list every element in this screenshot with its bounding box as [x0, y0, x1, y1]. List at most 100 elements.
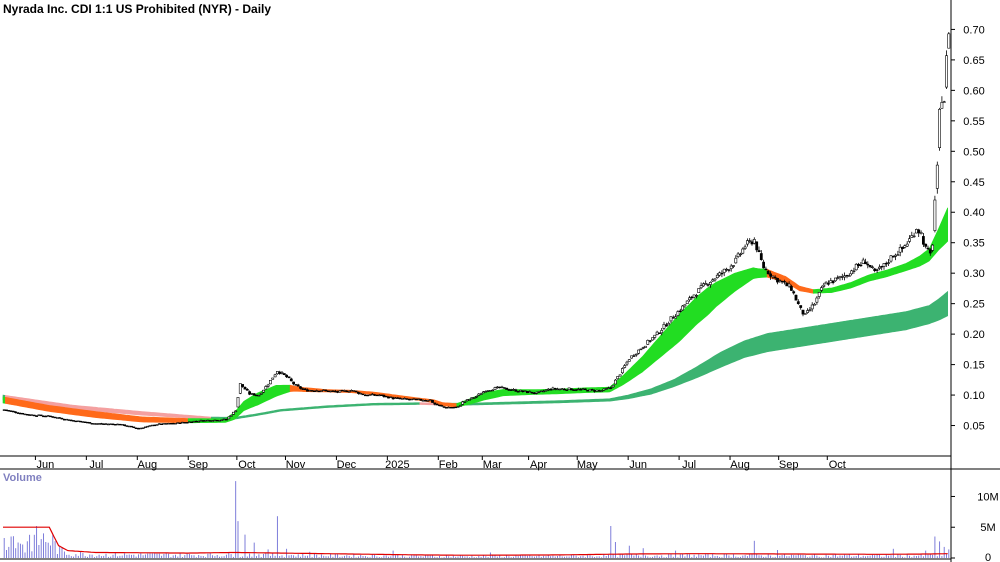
- candle-body: [442, 406, 446, 408]
- candle-body: [296, 384, 300, 387]
- candle-body: [586, 389, 590, 392]
- candle-body: [736, 253, 740, 257]
- candle-body: [352, 390, 356, 392]
- candle-body: [732, 265, 735, 267]
- candle-385: [894, 253, 898, 261]
- candle-body: [868, 264, 872, 267]
- candle-100: [234, 410, 238, 413]
- candle-258: [600, 390, 603, 392]
- candle-body: [32, 414, 36, 417]
- candle-207: [481, 391, 485, 394]
- candle-177: [412, 398, 416, 400]
- candle-127: [296, 383, 300, 387]
- candle-body: [95, 423, 99, 425]
- candle-body: [850, 270, 854, 275]
- candle-324: [752, 237, 756, 245]
- candle-body: [945, 55, 948, 88]
- candle-body: [232, 411, 235, 415]
- candle-291: [676, 310, 680, 317]
- candle-397: [921, 233, 925, 247]
- candle-body: [421, 400, 425, 402]
- candle-64: [150, 424, 154, 427]
- candle-343: [796, 299, 800, 305]
- candle-390: [905, 241, 909, 247]
- candle-145: [338, 390, 342, 393]
- candle-body: [88, 422, 92, 424]
- volume-panel-label: Volume: [3, 472, 42, 484]
- fast-band-segment-6: [813, 207, 949, 294]
- candle-body: [12, 410, 15, 413]
- candle-body: [225, 418, 228, 421]
- candle-body: [475, 395, 478, 398]
- candle-14: [35, 415, 39, 417]
- candle-222: [516, 390, 520, 393]
- candle-102: [238, 383, 242, 395]
- candle-body: [690, 296, 694, 299]
- candle-57: [134, 427, 138, 429]
- candle-body: [546, 388, 550, 391]
- candle-body: [183, 422, 187, 424]
- candle-body: [484, 390, 488, 393]
- candle-346: [803, 313, 807, 315]
- candle-368: [854, 263, 858, 271]
- candle-body: [507, 389, 511, 391]
- candle-85: [199, 419, 203, 422]
- candle-body: [889, 255, 893, 262]
- candle-310: [720, 270, 724, 278]
- candle-123: [287, 376, 291, 379]
- candle-353: [820, 285, 823, 293]
- candle-190: [442, 406, 446, 409]
- candle-187: [435, 403, 439, 406]
- candle-body: [18, 412, 22, 415]
- candle-172: [400, 398, 404, 400]
- candle-body: [481, 391, 485, 394]
- candle-body: [403, 397, 407, 400]
- candle-31: [74, 420, 78, 423]
- candle-body: [718, 272, 722, 276]
- candle-109: [255, 394, 258, 397]
- candle-215: [500, 385, 504, 389]
- candle-305: [708, 281, 712, 288]
- candle-body: [669, 316, 673, 322]
- candle-34: [81, 421, 85, 423]
- volume-tick-label-1: 5M: [980, 522, 995, 534]
- candle-24: [58, 417, 62, 419]
- candle-223: [519, 389, 522, 392]
- candle-273: [634, 353, 638, 357]
- candle-body: [289, 378, 293, 382]
- candle-47: [111, 423, 115, 426]
- candle-104: [243, 386, 247, 390]
- candle-354: [822, 282, 826, 289]
- time-tick-label-4: Oct: [238, 459, 255, 471]
- candle-body: [248, 391, 252, 395]
- candle-body: [444, 407, 448, 409]
- candle-30: [72, 420, 76, 422]
- price-candles: [2, 32, 951, 430]
- candle-140: [326, 390, 330, 392]
- candle-380: [882, 263, 886, 270]
- candle-175: [407, 398, 411, 401]
- candle-251: [583, 388, 587, 391]
- candle-body: [641, 347, 645, 349]
- candle-2: [7, 410, 11, 412]
- candle-body: [713, 278, 717, 281]
- candle-body: [363, 394, 367, 397]
- candle-375: [870, 265, 874, 269]
- candle-body: [243, 386, 247, 390]
- candle-377: [875, 268, 879, 273]
- candle-253: [588, 389, 592, 392]
- candle-278: [646, 339, 650, 345]
- candle-35: [83, 421, 87, 423]
- candle-302: [701, 282, 705, 287]
- candle-body: [894, 254, 898, 257]
- candle-116: [271, 377, 275, 380]
- candle-120: [280, 371, 284, 375]
- candle-body: [662, 323, 666, 329]
- candle-body: [141, 427, 145, 429]
- candle-44: [104, 423, 108, 425]
- candle-body: [81, 421, 85, 423]
- candle-body: [667, 323, 671, 326]
- candle-98: [229, 415, 233, 417]
- candle-body: [146, 425, 150, 428]
